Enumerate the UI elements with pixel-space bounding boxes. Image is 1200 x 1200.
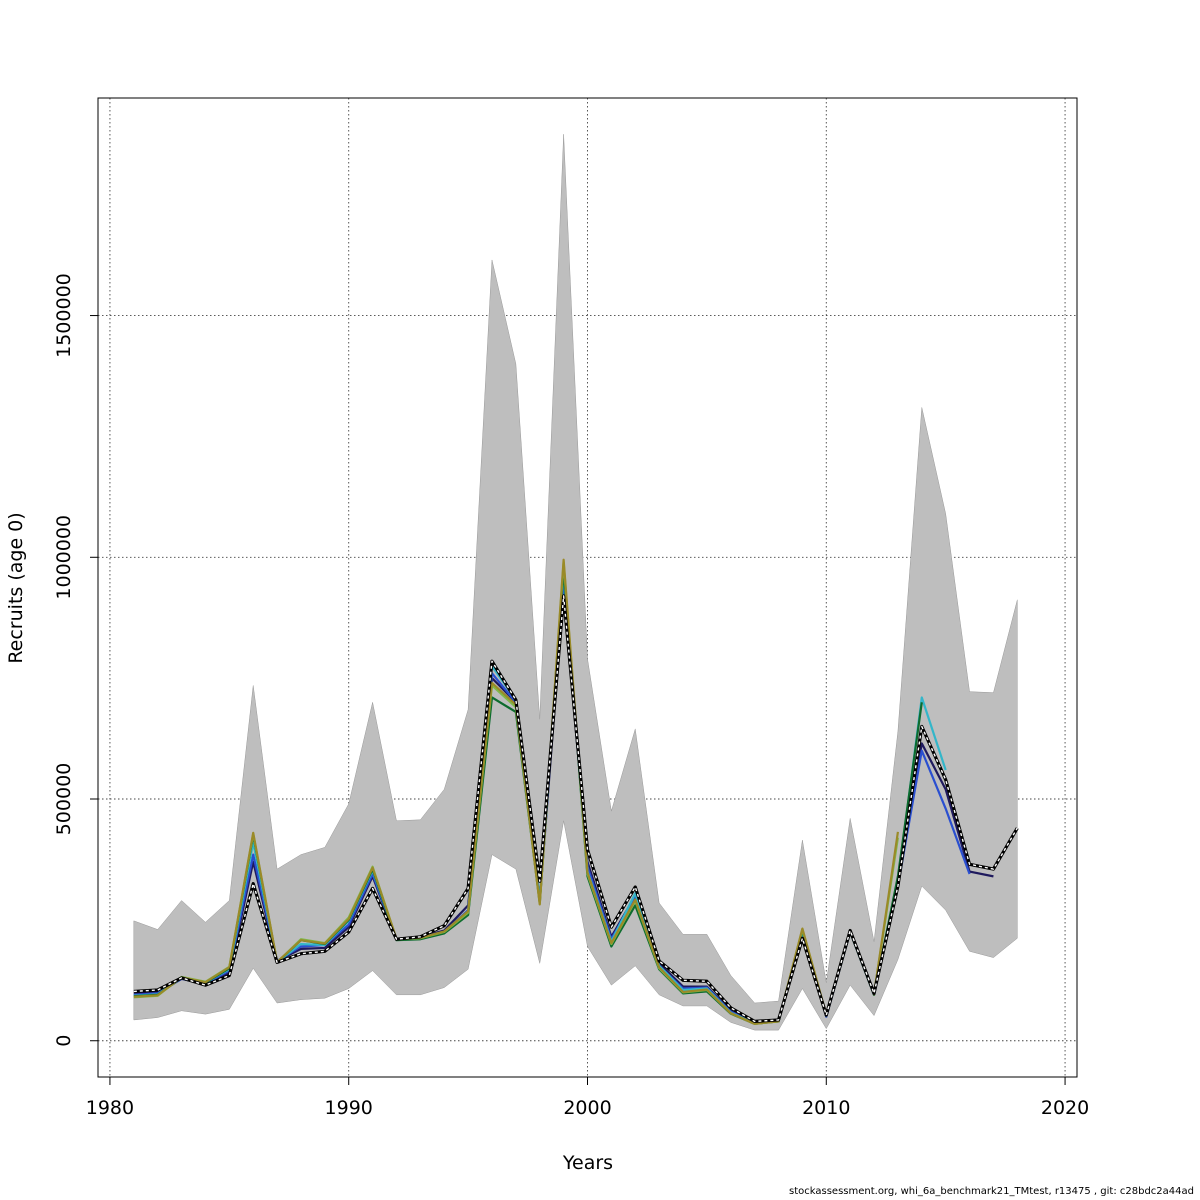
y-tick-label: 1000000	[53, 515, 75, 600]
x-tick-label: 2010	[802, 1097, 850, 1119]
x-tick-label: 1990	[325, 1097, 373, 1119]
x-tick-label: 2020	[1041, 1097, 1089, 1119]
y-tick-label: 1500000	[53, 273, 75, 358]
x-axis: 1980 1990 2000 2010 2020	[86, 1076, 1089, 1119]
y-axis: 0 500000 1000000 1500000	[53, 273, 99, 1047]
y-tick-label: 500000	[53, 763, 75, 836]
y-axis-title: Recruits (age 0)	[5, 512, 27, 663]
x-axis-title: Years	[562, 1152, 613, 1174]
y-tick-label: 0	[53, 1035, 75, 1047]
confidence-band	[133, 134, 1018, 1031]
confidence-band-area	[133, 134, 1018, 1031]
series-lines	[133, 558, 1019, 1025]
series-line-6	[133, 595, 1018, 1023]
x-tick-label: 2000	[563, 1097, 611, 1119]
x-tick-label: 1980	[86, 1097, 134, 1119]
footer-attribution: stockassessment.org, whi_6a_benchmark21_…	[789, 1186, 1194, 1197]
